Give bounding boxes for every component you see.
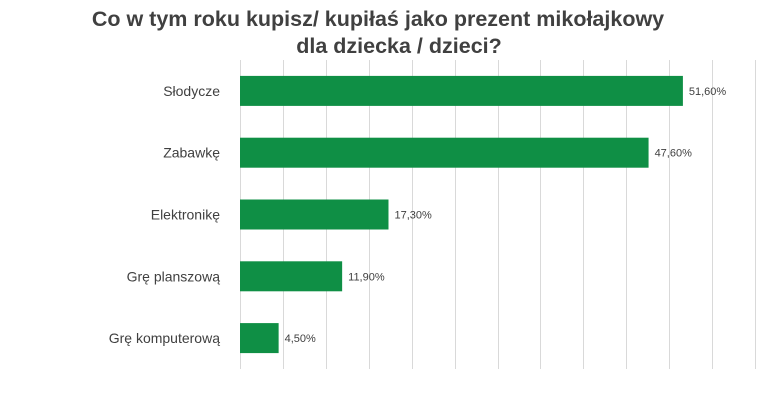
bar xyxy=(240,261,343,292)
value-label: 47,60% xyxy=(655,148,693,160)
category-label: Grę planszową xyxy=(127,268,221,284)
category-labels: Słodycze Zabawkę Elektronikę Grę planszową G… xyxy=(109,83,220,346)
category-label: Zabawkę xyxy=(163,145,220,161)
value-label: 17,30% xyxy=(394,210,432,222)
value-labels: 51,60% 47,60% 17,30% 11,90% 4,50% xyxy=(285,86,727,345)
chart-title-line2: dla dziecka / dzieci? xyxy=(296,34,502,58)
chart-title: Co w tym roku kupisz/ kupiłaś jako preze… xyxy=(0,6,776,60)
chart-title-line1: Co w tym roku kupisz/ kupiłaś jako preze… xyxy=(91,7,665,31)
value-label: 11,90% xyxy=(348,271,385,283)
value-label: 4,50% xyxy=(285,333,316,345)
category-label: Grę komputerową xyxy=(109,330,220,346)
bar xyxy=(240,323,279,354)
value-label: 51,60% xyxy=(689,86,727,98)
bar xyxy=(240,137,649,168)
category-label: Słodycze xyxy=(163,83,220,99)
gridlines xyxy=(240,60,756,369)
bar xyxy=(240,199,389,230)
bar xyxy=(240,75,683,106)
category-label: Elektronikę xyxy=(151,207,220,223)
bars xyxy=(240,75,683,354)
